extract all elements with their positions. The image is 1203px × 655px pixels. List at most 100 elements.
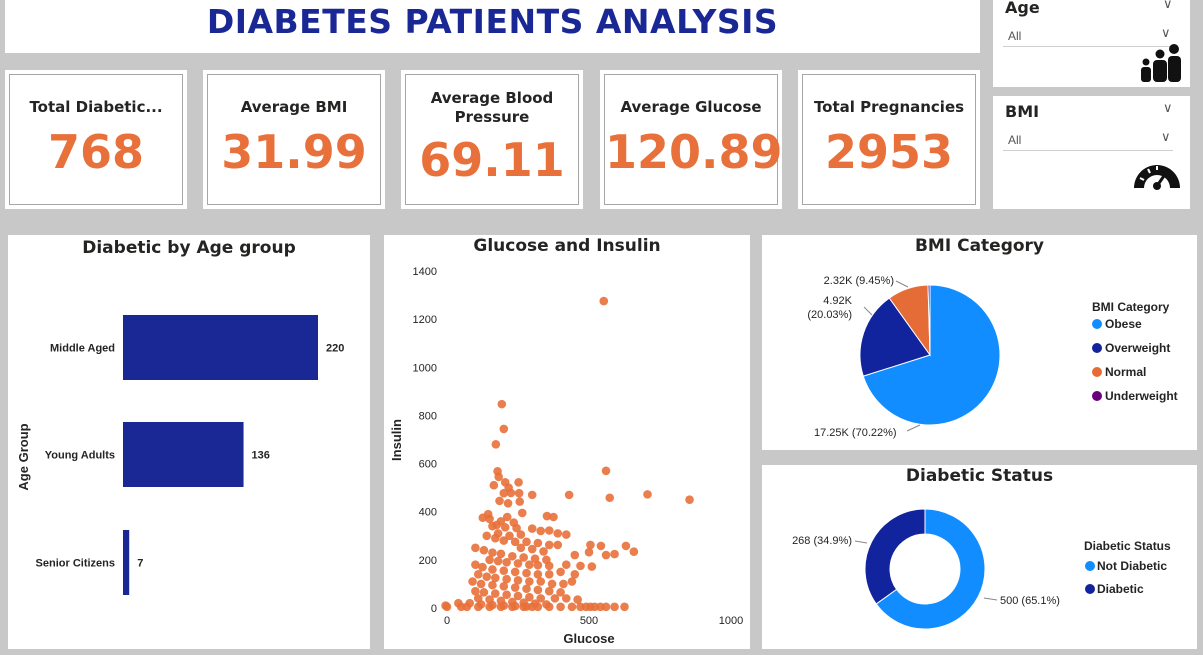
scatter-point[interactable] <box>516 543 526 553</box>
bmi-dropdown[interactable]: All ∨ <box>1003 126 1173 151</box>
pie-slice[interactable] <box>862 284 1001 426</box>
legend-item[interactable]: Normal <box>1105 365 1146 379</box>
scatter-point[interactable] <box>502 574 511 584</box>
scatter-point[interactable] <box>536 594 546 603</box>
legend-item[interactable]: Obese <box>1105 317 1142 331</box>
scatter-point[interactable] <box>525 577 534 586</box>
scatter-point[interactable] <box>596 541 606 551</box>
scatter-point[interactable] <box>544 586 554 596</box>
scatter-point[interactable] <box>643 490 652 499</box>
scatter-point[interactable] <box>527 524 537 533</box>
scatter-point[interactable] <box>561 560 571 569</box>
scatter-point[interactable] <box>508 551 517 561</box>
age-dropdown[interactable]: All ∨ <box>1003 22 1173 47</box>
kpi-card-average-bmi[interactable]: Average BMI 31.99 <box>203 70 385 209</box>
scatter-point[interactable] <box>488 565 497 574</box>
scatter-point[interactable] <box>471 543 480 553</box>
scatter-point[interactable] <box>549 512 558 522</box>
chevron-down-icon[interactable]: ∨ <box>1161 25 1171 40</box>
scatter-point[interactable] <box>599 296 609 306</box>
scatter-point[interactable] <box>497 399 507 409</box>
scatter-point[interactable] <box>442 602 452 612</box>
scatter-point[interactable] <box>544 570 554 579</box>
scatter-point[interactable] <box>493 556 503 566</box>
scatter-point[interactable] <box>479 545 489 555</box>
pie-slice[interactable] <box>927 284 931 356</box>
scatter-point[interactable] <box>491 440 501 449</box>
bar[interactable] <box>123 422 244 487</box>
scatter-point[interactable] <box>508 602 517 612</box>
scatter-point[interactable] <box>525 592 534 602</box>
scatter-point[interactable] <box>514 478 523 487</box>
scatter-point[interactable] <box>494 472 503 482</box>
legend-item[interactable]: Diabetic <box>1097 582 1144 596</box>
scatter-point[interactable] <box>499 488 509 498</box>
bar[interactable] <box>123 530 130 595</box>
scatter-point[interactable] <box>629 547 639 556</box>
scatter-point[interactable] <box>519 602 528 612</box>
glucose-insulin-scatter[interactable]: Glucose and Insulin Insulin Glucose 0 200… <box>384 235 750 649</box>
scatter-point[interactable] <box>490 589 500 598</box>
scatter-point[interactable] <box>533 538 543 548</box>
scatter-point[interactable] <box>542 511 552 521</box>
scatter-point[interactable] <box>482 572 492 582</box>
chevron-down-icon[interactable]: ∨ <box>1163 0 1173 11</box>
chevron-down-icon[interactable]: ∨ <box>1163 100 1173 115</box>
scatter-point[interactable] <box>512 523 521 533</box>
scatter-point[interactable] <box>490 573 500 583</box>
scatter-point[interactable] <box>605 493 615 503</box>
scatter-point[interactable] <box>553 529 563 538</box>
scatter-point[interactable] <box>513 591 523 601</box>
scatter-point[interactable] <box>516 530 526 539</box>
scatter-point[interactable] <box>536 526 546 536</box>
chevron-down-icon[interactable]: ∨ <box>1161 129 1171 144</box>
pie-slice[interactable] <box>859 297 931 377</box>
scatter-point[interactable] <box>478 562 487 572</box>
scatter-point[interactable] <box>556 588 565 597</box>
scatter-point[interactable] <box>513 559 523 568</box>
scatter-point[interactable] <box>485 602 494 612</box>
scatter-point[interactable] <box>567 602 577 612</box>
scatter-point[interactable] <box>473 570 483 579</box>
scatter-point[interactable] <box>468 577 477 586</box>
scatter-point[interactable] <box>564 490 574 500</box>
scatter-point[interactable] <box>576 561 585 571</box>
scatter-point[interactable] <box>506 488 516 498</box>
scatter-point[interactable] <box>570 570 580 579</box>
scatter-point[interactable] <box>485 514 494 524</box>
kpi-card-total-diabetic[interactable]: Total Diabetic... 768 <box>5 70 187 209</box>
scatter-point[interactable] <box>496 549 506 559</box>
scatter-point[interactable] <box>499 582 509 591</box>
scatter-point[interactable] <box>505 531 514 541</box>
scatter-point[interactable] <box>527 602 537 612</box>
scatter-point[interactable] <box>527 490 537 500</box>
scatter-point[interactable] <box>539 547 548 556</box>
scatter-point[interactable] <box>510 567 520 577</box>
scatter-point[interactable] <box>510 583 520 592</box>
scatter-point[interactable] <box>513 576 523 585</box>
scatter-point[interactable] <box>476 579 486 589</box>
scatter-point[interactable] <box>556 567 565 577</box>
scatter-point[interactable] <box>610 602 619 612</box>
scatter-point[interactable] <box>544 540 554 550</box>
scatter-point[interactable] <box>601 602 611 612</box>
scatter-point[interactable] <box>471 560 480 569</box>
scatter-point[interactable] <box>544 561 554 571</box>
scatter-point[interactable] <box>499 424 509 434</box>
bmi-category-pie[interactable]: BMI Category BMI Category 17.25K (70.22%… <box>762 235 1197 450</box>
scatter-point[interactable] <box>499 536 509 545</box>
scatter-point[interactable] <box>620 602 629 612</box>
legend-item[interactable]: Overweight <box>1105 341 1170 355</box>
scatter-point[interactable] <box>478 513 488 523</box>
scatter-point[interactable] <box>514 488 524 498</box>
scatter-point[interactable] <box>556 602 565 612</box>
scatter-point[interactable] <box>547 579 557 589</box>
scatter-point[interactable] <box>559 579 568 589</box>
scatter-point[interactable] <box>570 550 580 560</box>
diabetic-status-donut[interactable]: Diabetic Status Diabetic Status 500 (65.… <box>762 465 1197 649</box>
scatter-point[interactable] <box>533 585 543 595</box>
scatter-point[interactable] <box>601 550 611 560</box>
legend-item[interactable]: Underweight <box>1105 389 1178 403</box>
scatter-point[interactable] <box>610 549 619 559</box>
scatter-point[interactable] <box>471 586 480 596</box>
